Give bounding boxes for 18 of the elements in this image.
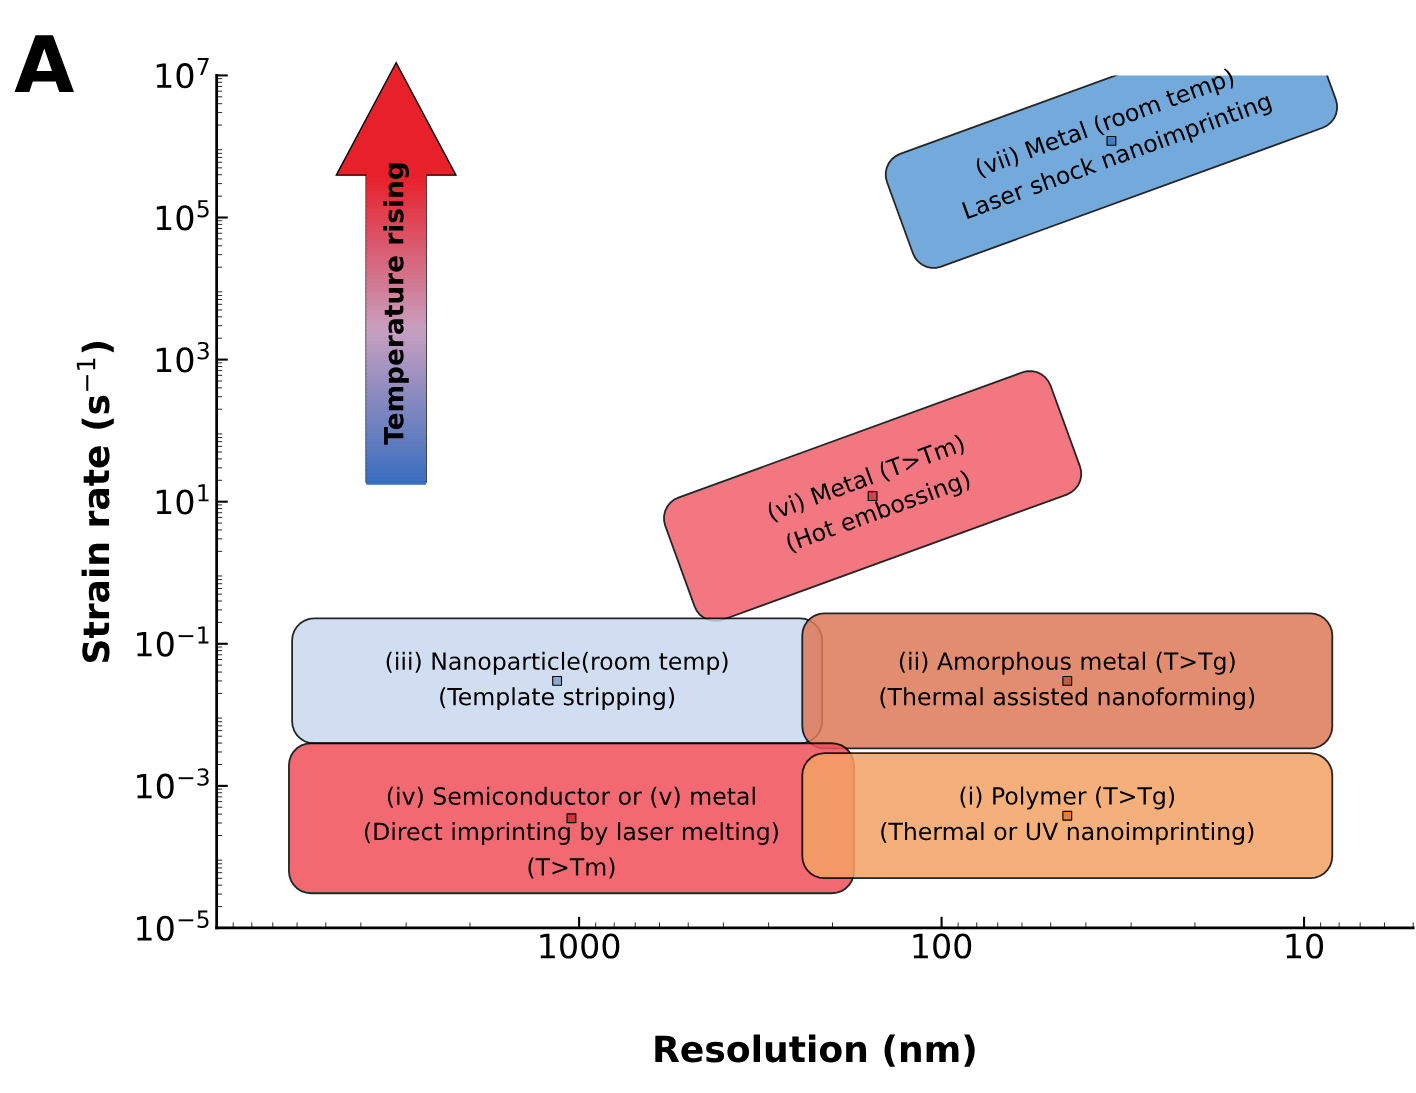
y-tick-label: 10$^{3}$ [156, 341, 209, 373]
annotation: (ii) Amorphous metal (T>Tg) (Thermal assisted nanoforming) [880, 651, 1255, 711]
y-tick-label: 10$^{5}$ [156, 200, 209, 231]
x-tick-label: 100 [913, 933, 972, 959]
annotation: (i) Polymer (T>Tg) (Thermal or UV nanoimprinting) [881, 786, 1254, 845]
annotation: (iii) Nanoparticle(room temp) (Template stripping) [386, 651, 728, 711]
y-tick-label: 10$^{1}$ [156, 484, 209, 515]
y-tick-label: 10$^{−3}$ [137, 768, 209, 799]
chart-title: A [14, 35, 74, 92]
y-tick-label: 10$^{−1}$ [137, 626, 209, 657]
x-tick-label: 1000 [540, 933, 620, 959]
x-axis-title: Resolution (nm) [655, 1034, 975, 1067]
annotation: (iv) Semiconductor or (v) metal (Direct imprinting by laser melting) (T>Tm) [364, 786, 778, 879]
y-axis-title: Strain rate (s$^{−1}$) [76, 341, 114, 662]
y-tick-label: 10$^{−5}$ [137, 910, 209, 941]
x-tick-label: 10 [1286, 933, 1324, 959]
annotation: Temperature rising [383, 163, 409, 445]
y-tick-label: 10$^{7}$ [156, 58, 209, 89]
